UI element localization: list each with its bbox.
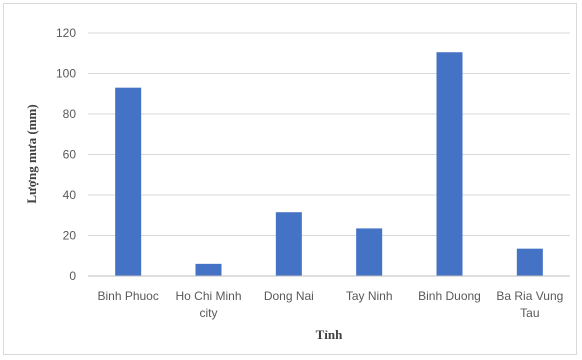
y-tick-label: 0 [69, 269, 76, 283]
y-tick-label: 20 [63, 229, 77, 243]
x-tick-label-line: Tay Ninh [346, 289, 393, 303]
y-axis-ticks: 0 20 40 60 80 100 120 [56, 26, 76, 283]
bar [115, 87, 142, 276]
bar [275, 212, 302, 276]
y-tick-label: 80 [63, 107, 77, 121]
x-tick-label-line: Binh Phuoc [97, 289, 158, 303]
x-tick-label: Binh Phuoc [97, 289, 158, 303]
x-tick-label-line: Ba Ria Vung [496, 289, 563, 303]
x-tick-label: Tay Ninh [346, 289, 393, 303]
chart-frame [3, 3, 577, 355]
bar [195, 263, 222, 276]
x-tick-label: Binh Duong [418, 289, 481, 303]
bars [115, 52, 543, 276]
bar [516, 248, 543, 276]
bar [356, 228, 383, 276]
x-tick-label-line: Ho Chi Minh [175, 289, 241, 303]
bar [436, 52, 463, 276]
x-tick-label: Ba Ria Vung Tau [496, 289, 563, 320]
x-tick-label-line: city [200, 306, 218, 320]
x-axis-title: Tỉnh [316, 327, 344, 342]
y-tick-label: 100 [56, 67, 76, 81]
y-tick-label: 60 [63, 148, 77, 162]
y-tick-label: 40 [63, 188, 77, 202]
y-tick-label: 120 [56, 26, 76, 40]
x-tick-label: Ho Chi Minh city [175, 289, 241, 320]
gridlines [88, 32, 570, 236]
x-tick-label-line: Dong Nai [264, 289, 314, 303]
x-axis-ticks: Binh Phuoc Ho Chi Minh city Dong Nai Tay Nin… [97, 289, 563, 320]
x-tick-label: Dong Nai [264, 289, 314, 303]
x-tick-label-line: Tau [520, 306, 539, 320]
y-axis-title: Lượng mưa (mm) [24, 104, 39, 203]
x-tick-label-line: Binh Duong [418, 289, 481, 303]
